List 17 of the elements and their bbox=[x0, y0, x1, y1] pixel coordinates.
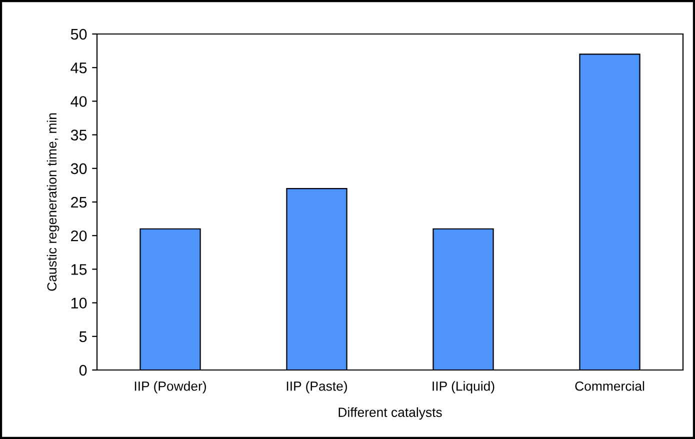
y-tick-label: 0 bbox=[79, 364, 87, 376]
y-tick-label: 45 bbox=[70, 62, 87, 74]
x-axis-title: Different catalysts bbox=[338, 407, 442, 420]
y-tick-label: 40 bbox=[70, 96, 87, 107]
y-tick-label: 30 bbox=[70, 163, 87, 174]
y-tick-label: 10 bbox=[71, 298, 87, 308]
x-tick-label: Commercial bbox=[575, 381, 644, 391]
y-tick-label: 15 bbox=[71, 264, 87, 275]
y-tick-label: 35 bbox=[70, 130, 87, 140]
y-tick-label: 20 bbox=[71, 230, 87, 242]
x-tick-label: IIP (Paste) bbox=[286, 381, 347, 394]
y-axis-title: Caustic regeneration time, min bbox=[46, 113, 60, 291]
y-tick-label: 50 bbox=[70, 28, 87, 40]
x-tick-label: IIP (Liquid) bbox=[432, 381, 494, 394]
y-tick-label: 5 bbox=[79, 331, 87, 342]
y-tick-label: 25 bbox=[71, 196, 87, 208]
x-tick-label: IIP (Powder) bbox=[134, 381, 206, 394]
